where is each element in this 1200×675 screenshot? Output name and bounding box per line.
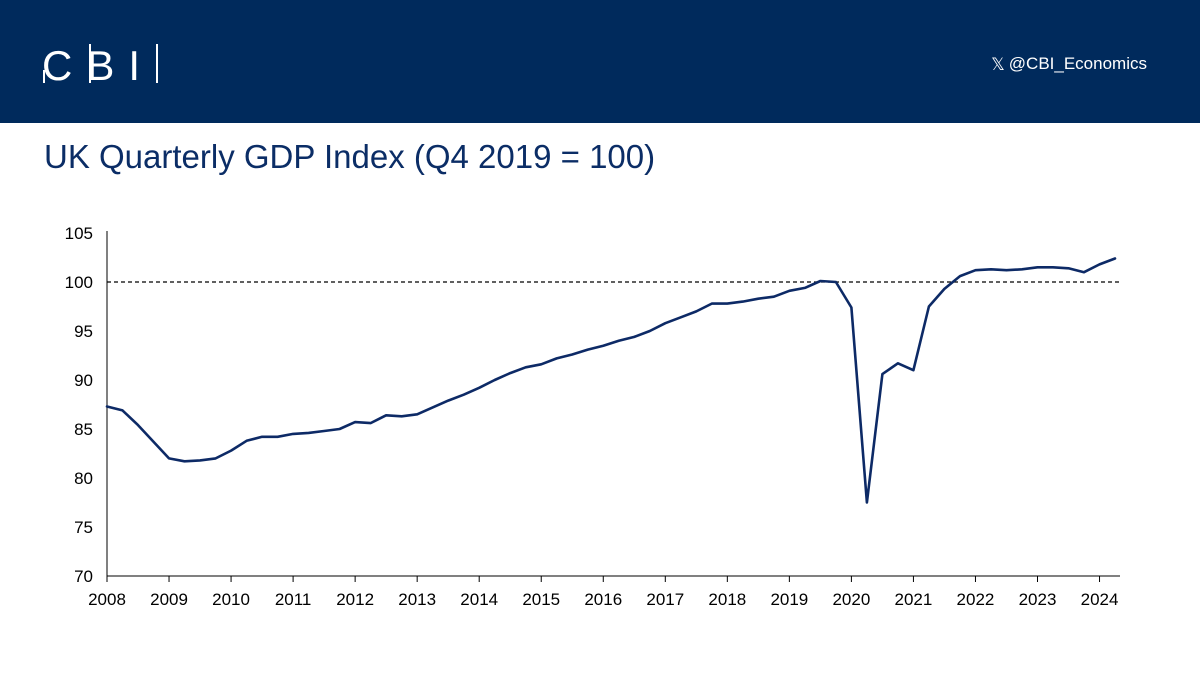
header-bar: CBI 𝕏 @CBI_Economics — [0, 0, 1200, 123]
x-tick-label: 2016 — [584, 590, 622, 609]
x-tick-label: 2024 — [1081, 590, 1119, 609]
y-tick-label: 90 — [74, 371, 93, 390]
x-tick-label: 2009 — [150, 590, 188, 609]
social-handle[interactable]: 𝕏 @CBI_Economics — [991, 54, 1147, 74]
gdp-index-series-line — [105, 257, 1117, 504]
x-tick-label: 2008 — [88, 590, 126, 609]
x-tick-label: 2010 — [212, 590, 250, 609]
x-logo-icon: 𝕏 — [991, 54, 1005, 74]
y-tick-label: 70 — [74, 567, 93, 586]
x-tick-label: 2014 — [460, 590, 498, 609]
cbi-logo[interactable]: CBI — [40, 38, 170, 88]
x-tick-label: 2023 — [1019, 590, 1057, 609]
cbi-logo-text: CBI — [42, 42, 154, 88]
x-tick-label: 2011 — [275, 590, 312, 609]
social-handle-text: @CBI_Economics — [1008, 54, 1147, 73]
chart-title: UK Quarterly GDP Index (Q4 2019 = 100) — [44, 138, 656, 175]
x-tick-label: 2020 — [832, 590, 870, 609]
x-tick-label: 2012 — [336, 590, 374, 609]
y-tick-label: 80 — [74, 469, 93, 488]
y-tick-label: 100 — [65, 273, 93, 292]
y-tick-label: 75 — [74, 518, 93, 537]
x-tick-label: 2019 — [770, 590, 808, 609]
x-tick-label: 2017 — [646, 590, 684, 609]
x-tick-label: 2022 — [957, 590, 995, 609]
y-tick-label: 95 — [74, 322, 93, 341]
x-tick-label: 2018 — [708, 590, 746, 609]
x-tick-label: 2015 — [522, 590, 560, 609]
gdp-line-chart: 70 75 80 85 90 95 100 105 2008 2009 2010 2011 2012 20… — [65, 224, 1120, 609]
y-tick-label: 85 — [74, 420, 93, 439]
x-tick-label: 2021 — [895, 590, 933, 609]
x-tick-label: 2013 — [398, 590, 436, 609]
y-tick-label: 105 — [65, 224, 93, 243]
